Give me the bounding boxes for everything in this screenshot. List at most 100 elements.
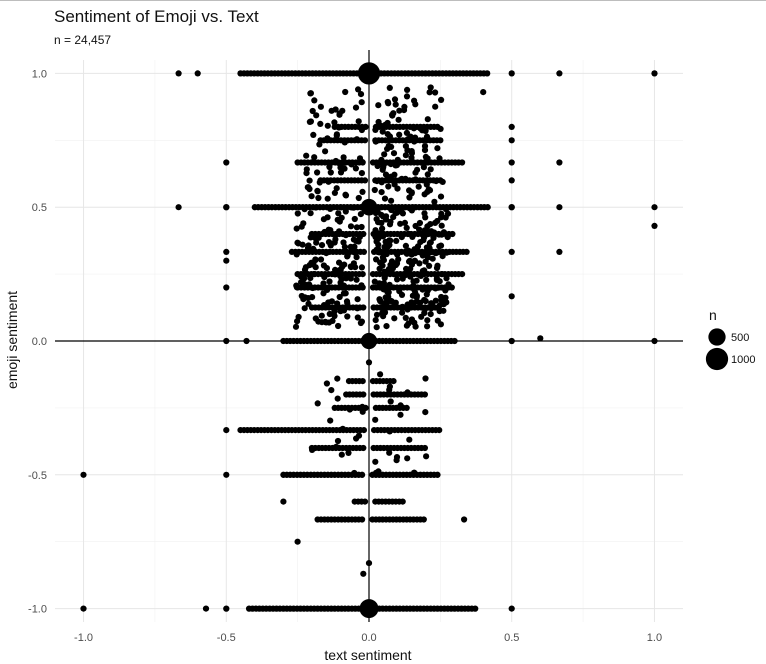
data-point [417,239,424,246]
x-tick-label: -1.0 [74,632,93,644]
data-point [372,317,379,324]
data-point [419,252,426,259]
data-point [380,251,387,258]
data-point [354,305,361,312]
data-point [324,122,331,129]
data-point [307,275,314,282]
data-point [327,240,334,248]
data-point [386,221,394,228]
data-point [378,219,385,226]
data-point [306,262,313,269]
data-point [322,148,329,155]
data-point [417,299,424,306]
data-point [410,301,417,308]
data-point [412,176,419,183]
data-point [387,161,394,168]
data-point [332,266,339,273]
data-point [408,148,415,155]
data-point [357,62,381,85]
data-point [321,302,328,309]
data-point [508,293,515,300]
data-point [391,315,398,322]
data-point [428,300,436,307]
x-tick-label: 1.0 [647,632,662,644]
data-point [424,171,431,178]
data-point [433,178,440,185]
data-point [403,224,410,231]
data-point [294,538,301,545]
data-point [401,219,408,226]
data-point [439,271,446,278]
data-point [508,137,515,144]
data-point [461,516,468,523]
data-point [175,70,182,77]
data-point [427,221,434,228]
data-point [443,206,450,213]
size-legend: n 500 1000 [705,307,755,371]
data-point [342,208,349,215]
data-point [306,281,313,288]
data-point [425,186,432,193]
data-point [433,264,441,272]
data-point [325,226,332,233]
data-point [417,272,424,279]
data-point [344,313,351,320]
data-point [391,171,398,178]
data-point [407,273,414,280]
data-point [394,251,401,258]
data-point [333,185,340,192]
data-point [301,266,309,273]
data-point [359,188,366,195]
data-point [404,389,411,396]
legend-title: n [709,307,717,323]
data-point [175,204,182,211]
data-point [360,444,367,452]
data-point [331,119,338,126]
data-point [294,318,301,325]
x-tick-label: 0.0 [361,632,376,644]
data-point [404,455,411,462]
data-point [337,308,344,315]
data-point [337,273,344,280]
data-point [437,204,444,211]
data-point [396,107,403,114]
data-point [280,498,287,505]
data-point [397,411,404,418]
data-point [359,271,366,278]
data-point [387,398,394,405]
data-point [356,234,363,241]
data-point [318,242,326,249]
data-point [438,96,445,103]
data-point [194,70,201,77]
legend-key-1000 [705,347,729,371]
data-point [338,451,345,458]
data-point [331,312,338,320]
data-point [410,282,417,289]
data-point [398,234,405,241]
data-point [299,241,306,248]
data-point [394,156,401,163]
data-points [80,62,658,619]
data-point [383,323,390,330]
data-point [305,300,312,307]
data-point [419,286,426,293]
data-point [395,206,402,213]
data-point [372,416,379,423]
data-point [338,204,345,211]
data-point [355,194,362,202]
data-point [335,322,342,330]
data-point [336,228,343,235]
data-point [412,222,419,230]
data-point [422,227,430,234]
data-point [335,124,342,131]
data-point [354,296,361,303]
data-point [424,317,431,324]
data-point [508,123,515,130]
data-point [398,291,406,298]
data-point [459,159,466,166]
data-point [323,380,330,387]
data-point [388,258,396,265]
data-point [292,323,300,330]
data-point [360,248,367,255]
data-point [374,162,381,170]
